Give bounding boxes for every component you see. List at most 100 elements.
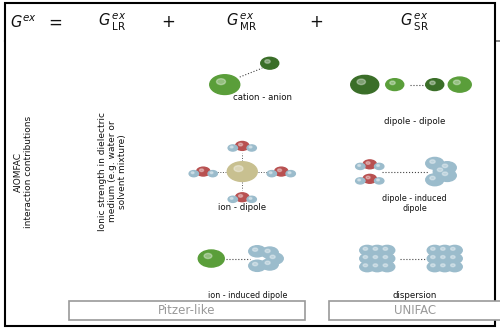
Text: Ionic strength in dielectric
medium (e.g. water or
solvent mixture): Ionic strength in dielectric medium (e.g… xyxy=(98,112,128,231)
Text: AIOMFAC
interaction contributions: AIOMFAC interaction contributions xyxy=(14,115,34,228)
Circle shape xyxy=(356,163,365,169)
Bar xyxy=(65,41,160,302)
Circle shape xyxy=(265,60,270,63)
Circle shape xyxy=(238,143,242,146)
Circle shape xyxy=(236,141,249,150)
Circle shape xyxy=(252,263,258,266)
Circle shape xyxy=(267,170,276,177)
Circle shape xyxy=(234,165,243,172)
Text: ion - dipole: ion - dipole xyxy=(218,203,266,213)
Text: dipole - dipole: dipole - dipole xyxy=(384,117,446,126)
Circle shape xyxy=(374,163,384,169)
Circle shape xyxy=(430,256,435,259)
Circle shape xyxy=(380,262,395,272)
Circle shape xyxy=(269,172,272,174)
Circle shape xyxy=(265,249,270,253)
Circle shape xyxy=(454,80,460,85)
Circle shape xyxy=(437,262,452,272)
Circle shape xyxy=(360,254,375,264)
Circle shape xyxy=(427,245,442,255)
Circle shape xyxy=(438,168,442,172)
Text: $+$: $+$ xyxy=(310,13,324,31)
Circle shape xyxy=(265,261,270,265)
Circle shape xyxy=(278,169,281,172)
Circle shape xyxy=(370,245,385,255)
Circle shape xyxy=(437,245,452,255)
Circle shape xyxy=(210,75,240,94)
Circle shape xyxy=(360,262,375,272)
Circle shape xyxy=(252,248,258,251)
Circle shape xyxy=(370,254,385,264)
Circle shape xyxy=(249,197,252,199)
Circle shape xyxy=(247,196,256,202)
Circle shape xyxy=(440,264,445,267)
Circle shape xyxy=(358,179,360,181)
Text: UNIFAC: UNIFAC xyxy=(394,304,436,317)
Text: dipole - induced
dipole: dipole - induced dipole xyxy=(382,194,447,214)
Circle shape xyxy=(430,247,435,250)
Circle shape xyxy=(274,167,288,176)
Circle shape xyxy=(227,162,257,182)
Circle shape xyxy=(427,262,442,272)
Circle shape xyxy=(373,256,378,259)
Circle shape xyxy=(200,169,203,172)
Circle shape xyxy=(230,146,233,148)
Circle shape xyxy=(374,178,384,184)
Text: $G\,^{ex}_{\mathrm{SR}}$: $G\,^{ex}_{\mathrm{SR}}$ xyxy=(400,12,430,33)
Circle shape xyxy=(360,245,375,255)
Circle shape xyxy=(261,259,278,270)
Circle shape xyxy=(437,254,452,264)
Circle shape xyxy=(426,174,444,186)
Circle shape xyxy=(363,247,368,250)
Circle shape xyxy=(249,246,266,257)
Circle shape xyxy=(230,197,233,199)
Circle shape xyxy=(376,179,380,181)
Text: $G^{ex}$: $G^{ex}$ xyxy=(10,14,37,31)
Circle shape xyxy=(442,172,448,175)
Circle shape xyxy=(426,157,444,169)
Circle shape xyxy=(366,176,370,179)
Circle shape xyxy=(440,247,445,250)
Circle shape xyxy=(356,178,365,184)
Circle shape xyxy=(430,264,435,267)
Circle shape xyxy=(270,255,275,259)
Circle shape xyxy=(448,254,462,264)
Circle shape xyxy=(247,145,256,151)
Circle shape xyxy=(261,247,278,258)
Circle shape xyxy=(363,160,376,169)
Bar xyxy=(69,301,304,320)
Text: ion - induced dipole: ion - induced dipole xyxy=(208,291,287,300)
Circle shape xyxy=(363,256,368,259)
Circle shape xyxy=(380,254,395,264)
Circle shape xyxy=(216,79,226,85)
Circle shape xyxy=(450,247,455,250)
Text: dispersion: dispersion xyxy=(392,291,437,300)
Circle shape xyxy=(426,79,444,90)
Circle shape xyxy=(438,170,456,182)
Circle shape xyxy=(198,250,224,267)
Circle shape xyxy=(373,264,378,267)
Circle shape xyxy=(448,77,471,92)
Text: cation - anion: cation - anion xyxy=(233,93,292,102)
Circle shape xyxy=(380,245,395,255)
Circle shape xyxy=(249,260,266,271)
Circle shape xyxy=(448,245,462,255)
Circle shape xyxy=(366,162,370,164)
Circle shape xyxy=(427,254,442,264)
Circle shape xyxy=(238,194,242,197)
Circle shape xyxy=(383,256,388,259)
Circle shape xyxy=(386,79,404,90)
Circle shape xyxy=(210,172,213,174)
Text: $G\,^{ex}_{\mathrm{LR}}$: $G\,^{ex}_{\mathrm{LR}}$ xyxy=(98,12,126,33)
Text: $=$: $=$ xyxy=(45,13,62,31)
Bar xyxy=(328,301,500,320)
Circle shape xyxy=(390,81,395,85)
Circle shape xyxy=(430,176,435,180)
Circle shape xyxy=(358,164,360,166)
Circle shape xyxy=(370,262,385,272)
Circle shape xyxy=(357,79,366,85)
Text: Pitzer-like: Pitzer-like xyxy=(158,304,216,317)
Circle shape xyxy=(191,172,194,174)
Circle shape xyxy=(249,146,252,148)
Circle shape xyxy=(228,196,237,202)
